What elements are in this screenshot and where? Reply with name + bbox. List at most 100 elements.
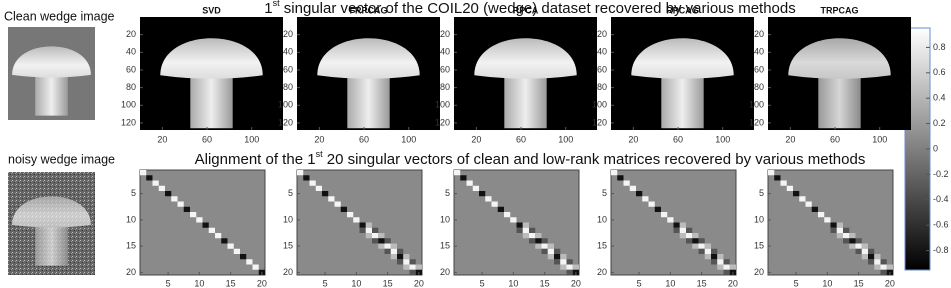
diagonal-cell bbox=[843, 233, 850, 239]
diagonal-cell bbox=[560, 259, 567, 265]
noisy-image bbox=[8, 172, 95, 275]
off-diagonal-cell bbox=[409, 269, 416, 275]
off-diagonal-cell bbox=[880, 259, 887, 265]
diagonal-cell bbox=[196, 217, 203, 223]
diagonal-cell bbox=[836, 227, 843, 233]
diagonal-cell bbox=[504, 212, 511, 218]
diagonal-cell bbox=[554, 254, 561, 260]
diagonal-cell bbox=[202, 222, 209, 228]
colorbar-tick-label: 0.4 bbox=[933, 93, 946, 103]
diagonal-cell bbox=[642, 196, 649, 202]
y-tick-label: 40 bbox=[126, 47, 136, 57]
y-tick-label: 20 bbox=[754, 29, 764, 39]
off-diagonal-cell bbox=[874, 254, 881, 260]
off-diagonal-cell bbox=[704, 254, 711, 260]
y-tick-label: 120 bbox=[749, 117, 764, 127]
off-diagonal-cell bbox=[372, 238, 379, 244]
off-diagonal-cell bbox=[566, 259, 573, 265]
x-tick-label: 15 bbox=[697, 278, 707, 288]
y-tick-label: 40 bbox=[283, 47, 293, 57]
diagonal-cell bbox=[472, 185, 479, 191]
diagonal-cell bbox=[661, 212, 668, 218]
colorbar-tick-label: 0.2 bbox=[933, 118, 946, 128]
x-tick-label: 60 bbox=[359, 134, 369, 144]
y-tick-label: 60 bbox=[754, 64, 764, 74]
off-diagonal-cell bbox=[843, 238, 850, 244]
y-tick-label: 120 bbox=[121, 117, 136, 127]
diagonal-cell bbox=[158, 185, 165, 191]
diagonal-cell bbox=[704, 248, 711, 254]
y-tick-label: 15 bbox=[126, 241, 136, 251]
x-tick-label: 15 bbox=[383, 278, 393, 288]
off-diagonal-cell bbox=[529, 238, 536, 244]
diagonal-cell bbox=[648, 201, 655, 207]
y-tick-label: 80 bbox=[126, 82, 136, 92]
off-diagonal-cell bbox=[717, 264, 724, 270]
diagonal-cell bbox=[384, 243, 391, 249]
x-tick-label: 20 bbox=[314, 134, 324, 144]
x-tick-label: 10 bbox=[822, 278, 832, 288]
off-diagonal-cell bbox=[541, 238, 548, 244]
off-diagonal-cell bbox=[560, 264, 567, 270]
diagonal-cell bbox=[686, 233, 693, 239]
off-diagonal-cell bbox=[836, 233, 843, 239]
off-diagonal-cell bbox=[868, 259, 875, 265]
y-tick-label: 15 bbox=[440, 241, 450, 251]
off-diagonal-cell bbox=[390, 254, 397, 260]
diagonal-cell bbox=[692, 238, 699, 244]
off-diagonal-cell bbox=[830, 227, 837, 233]
x-tick-label: 15 bbox=[226, 278, 236, 288]
x-tick-label: 60 bbox=[673, 134, 683, 144]
panel-title: FRPCAG bbox=[350, 5, 388, 15]
colorbar-tick-label: -0.2 bbox=[933, 169, 949, 179]
y-tick-label: 20 bbox=[440, 29, 450, 39]
x-tick-label: 20 bbox=[157, 134, 167, 144]
diagonal-cell bbox=[723, 264, 730, 270]
diagonal-cell bbox=[529, 233, 536, 239]
off-diagonal-cell bbox=[535, 233, 542, 239]
colorbar-tick-label: -0.4 bbox=[933, 194, 949, 204]
diagonal-cell bbox=[711, 254, 718, 260]
off-diagonal-cell bbox=[365, 233, 372, 239]
x-tick-label: 5 bbox=[480, 278, 485, 288]
diagonal-cell bbox=[510, 217, 517, 223]
x-tick-label: 20 bbox=[414, 278, 424, 288]
x-tick-label: 10 bbox=[194, 278, 204, 288]
y-tick-label: 20 bbox=[754, 267, 764, 277]
off-diagonal-cell bbox=[384, 238, 391, 244]
off-diagonal-cell bbox=[535, 243, 542, 249]
y-tick-label: 5 bbox=[288, 188, 293, 198]
off-diagonal-cell bbox=[397, 248, 404, 254]
x-tick-label: 60 bbox=[830, 134, 840, 144]
x-tick-label: 20 bbox=[785, 134, 795, 144]
x-tick-label: 100 bbox=[872, 134, 887, 144]
off-diagonal-cell bbox=[378, 233, 385, 239]
off-diagonal-cell bbox=[723, 269, 730, 275]
diagonal-cell bbox=[497, 206, 504, 212]
y-tick-label: 10 bbox=[283, 214, 293, 224]
y-tick-label: 80 bbox=[440, 82, 450, 92]
x-tick-label: 5 bbox=[637, 278, 642, 288]
diagonal-cell bbox=[698, 243, 705, 249]
y-tick-label: 120 bbox=[278, 117, 293, 127]
diagonal-cell bbox=[165, 191, 172, 197]
off-diagonal-cell bbox=[692, 243, 699, 249]
diagonal-cell bbox=[516, 222, 523, 228]
x-tick-label: 5 bbox=[794, 278, 799, 288]
diagonal-cell bbox=[328, 196, 335, 202]
off-diagonal-cell bbox=[861, 243, 868, 249]
y-tick-label: 60 bbox=[283, 64, 293, 74]
diagonal-cell bbox=[240, 254, 247, 260]
diagonal-cell bbox=[460, 175, 467, 181]
diagonal-cell bbox=[359, 222, 366, 228]
diagonal-cell bbox=[466, 180, 473, 186]
off-diagonal-cell bbox=[554, 259, 561, 265]
y-tick-label: 10 bbox=[754, 214, 764, 224]
x-tick-label: 60 bbox=[202, 134, 212, 144]
diagonal-cell bbox=[880, 264, 887, 270]
y-tick-label: 20 bbox=[283, 29, 293, 39]
diagonal-cell bbox=[340, 206, 347, 212]
diagonal-cell bbox=[636, 191, 643, 197]
off-diagonal-cell bbox=[409, 259, 416, 265]
